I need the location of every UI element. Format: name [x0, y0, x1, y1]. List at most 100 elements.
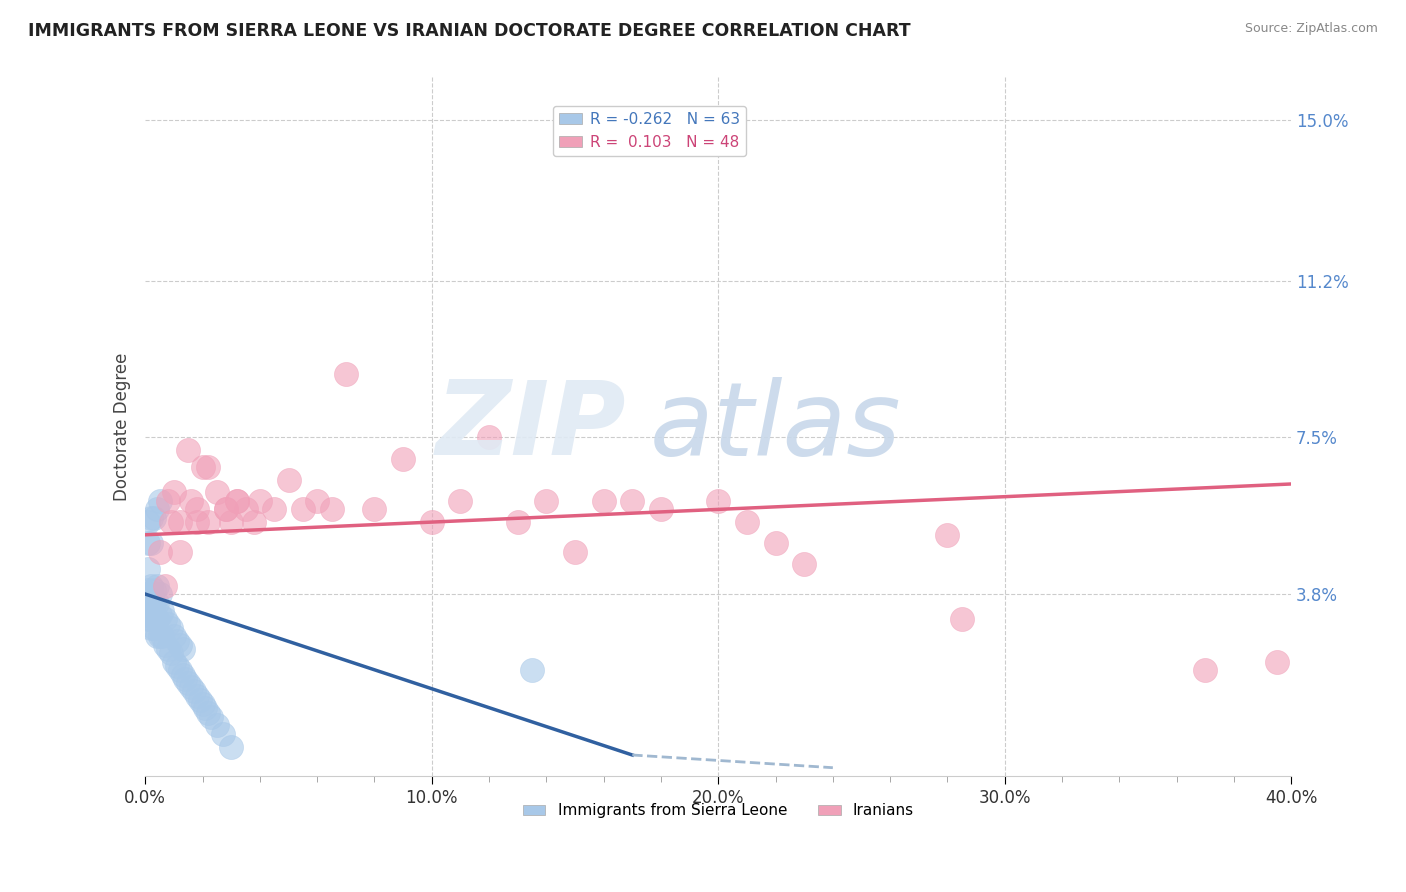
- Point: [152, 604, 174, 618]
- Point: [139, 621, 162, 635]
- Point: [707, 494, 730, 508]
- Point: [321, 502, 343, 516]
- Point: [950, 612, 973, 626]
- Point: [145, 502, 167, 516]
- Point: [169, 663, 191, 677]
- Point: [136, 562, 159, 576]
- Point: [263, 502, 285, 516]
- Point: [166, 633, 188, 648]
- Point: [214, 502, 236, 516]
- Point: [142, 621, 165, 635]
- Point: [139, 536, 162, 550]
- Point: [157, 616, 180, 631]
- Point: [363, 502, 385, 516]
- Point: [136, 599, 159, 614]
- Point: [536, 494, 558, 508]
- Point: [136, 596, 159, 610]
- Point: [243, 515, 266, 529]
- Point: [169, 638, 191, 652]
- Point: [277, 473, 299, 487]
- Point: [211, 727, 233, 741]
- Point: [142, 608, 165, 623]
- Point: [139, 511, 162, 525]
- Point: [139, 604, 162, 618]
- Point: [183, 684, 205, 698]
- Point: [186, 689, 208, 703]
- Point: [149, 545, 172, 559]
- Point: [149, 629, 172, 643]
- Point: [200, 710, 222, 724]
- Point: [155, 612, 177, 626]
- Point: [136, 536, 159, 550]
- Y-axis label: Doctorate Degree: Doctorate Degree: [114, 352, 131, 501]
- Point: [149, 494, 172, 508]
- Point: [163, 629, 186, 643]
- Point: [235, 502, 257, 516]
- Point: [621, 494, 644, 508]
- Point: [191, 460, 214, 475]
- Point: [152, 629, 174, 643]
- Point: [449, 494, 471, 508]
- Text: Source: ZipAtlas.com: Source: ZipAtlas.com: [1244, 22, 1378, 36]
- Point: [793, 558, 815, 572]
- Point: [145, 612, 167, 626]
- Point: [136, 608, 159, 623]
- Point: [191, 697, 214, 711]
- Point: [139, 612, 162, 626]
- Point: [650, 502, 672, 516]
- Point: [205, 485, 228, 500]
- Point: [226, 494, 249, 508]
- Point: [163, 655, 186, 669]
- Point: [335, 367, 357, 381]
- Point: [139, 587, 162, 601]
- Text: IMMIGRANTS FROM SIERRA LEONE VS IRANIAN DOCTORATE DEGREE CORRELATION CHART: IMMIGRANTS FROM SIERRA LEONE VS IRANIAN …: [28, 22, 911, 40]
- Point: [142, 511, 165, 525]
- Point: [936, 528, 959, 542]
- Text: ZIP: ZIP: [436, 376, 627, 477]
- Point: [169, 545, 191, 559]
- Point: [219, 515, 242, 529]
- Point: [142, 582, 165, 597]
- Point: [145, 596, 167, 610]
- Point: [136, 612, 159, 626]
- Point: [155, 579, 177, 593]
- Point: [592, 494, 614, 508]
- Point: [214, 502, 236, 516]
- Point: [180, 494, 202, 508]
- Point: [219, 739, 242, 754]
- Point: [145, 629, 167, 643]
- Point: [249, 494, 271, 508]
- Point: [160, 646, 183, 660]
- Point: [564, 545, 586, 559]
- Point: [1265, 655, 1288, 669]
- Point: [174, 672, 197, 686]
- Point: [142, 596, 165, 610]
- Point: [197, 460, 219, 475]
- Legend: Immigrants from Sierra Leone, Iranians: Immigrants from Sierra Leone, Iranians: [516, 797, 920, 824]
- Point: [136, 582, 159, 597]
- Point: [160, 621, 183, 635]
- Point: [139, 596, 162, 610]
- Point: [166, 659, 188, 673]
- Point: [506, 515, 529, 529]
- Point: [149, 587, 172, 601]
- Point: [197, 515, 219, 529]
- Point: [136, 591, 159, 606]
- Point: [136, 604, 159, 618]
- Point: [478, 430, 501, 444]
- Point: [180, 680, 202, 694]
- Point: [157, 642, 180, 657]
- Point: [157, 494, 180, 508]
- Point: [139, 579, 162, 593]
- Point: [172, 642, 194, 657]
- Point: [291, 502, 314, 516]
- Point: [194, 701, 217, 715]
- Point: [765, 536, 787, 550]
- Point: [205, 718, 228, 732]
- Point: [1194, 663, 1216, 677]
- Point: [163, 485, 186, 500]
- Point: [136, 587, 159, 601]
- Point: [149, 608, 172, 623]
- Point: [136, 515, 159, 529]
- Point: [307, 494, 329, 508]
